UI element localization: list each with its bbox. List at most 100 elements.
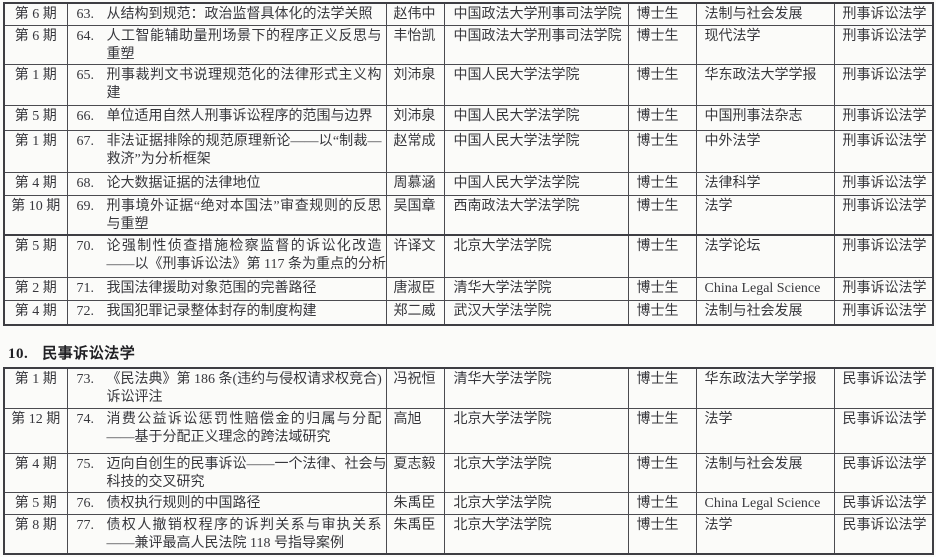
institution-cell: 清华大学法学院 — [443, 277, 629, 301]
journal-cell: 法学 — [695, 194, 835, 235]
issue-cell: 第 4 期 — [3, 300, 68, 325]
article-title: 论强制性侦查措施检察监督的诉讼化改造 ——以《刑事诉讼法》第 117 条为重点的分… — [106, 238, 386, 272]
journal-cell: 华东政法大学学报 — [695, 63, 835, 106]
institution-cell: 中国人民大学法学院 — [443, 63, 629, 106]
section-title: 民事诉讼法学 — [42, 346, 136, 362]
degree-cell: 博士生 — [627, 407, 697, 454]
field-cell: 刑事诉讼法学 — [833, 194, 934, 235]
author-cell: 刘沛泉 — [385, 63, 445, 106]
article-row: 第 6 期 63. 从结构到规范：政治监督具体化的法学关照 赵伟中 中国政法大学刑事司法… — [3, 2, 934, 26]
journal-cell: 中国刑事法杂志 — [695, 104, 835, 131]
issue-cell: 第 1 期 — [3, 129, 68, 173]
issue-cell: 第 4 期 — [3, 171, 68, 196]
article-row: 第 8 期 77. 债权人撤销权程序的诉判关系与审执关系 ——兼评最高人民法院 118… — [3, 513, 934, 555]
article-row: 第 4 期 72. 我国犯罪记录整体封存的制度构建 郑二威 武汉大学法学院 博士生 法制与社… — [3, 300, 934, 325]
degree-cell: 博士生 — [627, 233, 697, 278]
entry-cell: 71. 我国法律援助对象范围的完善路径 — [66, 277, 387, 301]
article-title: 消费公益诉讼惩罚性赔偿金的归属与分配 ——基于分配正义理念的跨法域研究 — [106, 411, 382, 445]
journal-cell: 法学 — [695, 513, 835, 555]
article-title: 债权人撤销权程序的诉判关系与审执关系 ——兼评最高人民法院 118 号指导案例 — [106, 517, 382, 551]
institution-cell: 武汉大学法学院 — [443, 300, 629, 325]
issue-cell: 第 1 期 — [3, 367, 68, 409]
institution-cell: 北京大学法学院 — [443, 407, 629, 454]
article-row: 第 10 期 69. 刑事境外证据“绝对本国法”审查规则的反思 与重塑 吴国章 西南政法大… — [3, 194, 934, 235]
field-cell: 刑事诉讼法学 — [833, 171, 934, 196]
article-number: 70. — [76, 238, 95, 254]
journal-cell: 法律科学 — [695, 171, 835, 196]
article-row: 第 1 期 73. 《民法典》第 186 条(违约与侵权请求权竞合) 诉讼评注 冯祝恒清… — [3, 367, 934, 409]
author-cell: 唐淑臣 — [385, 277, 445, 301]
article-title: 迈向自创生的民事诉讼——一个法律、社会与 科技的交叉研究 — [106, 456, 386, 490]
entry-cell: 68. 论大数据证据的法律地位 — [66, 171, 387, 196]
institution-cell: 清华大学法学院 — [443, 367, 629, 409]
article-number: 71. — [76, 281, 95, 296]
entry-cell: 74. 消费公益诉讼惩罚性赔偿金的归属与分配 ——基于分配正义理念的跨法域研究 — [66, 407, 387, 454]
field-cell: 刑事诉讼法学 — [833, 129, 934, 173]
article-number: 75. — [76, 456, 95, 472]
institution-cell: 中国人民大学法学院 — [443, 129, 629, 173]
article-row: 第 6 期 64. 人工智能辅助量刑场景下的程序正义反思与 重塑 丰怡凯 中国政法大学刑事… — [3, 24, 934, 65]
issue-cell: 第 6 期 — [3, 2, 68, 26]
field-cell: 刑事诉讼法学 — [833, 63, 934, 106]
institution-cell: 西南政法大学法学院 — [443, 194, 629, 235]
civil-table-body: 第 1 期 73. 《民法典》第 186 条(违约与侵权请求权竞合) 诉讼评注 冯祝恒清… — [3, 367, 934, 555]
degree-cell: 博士生 — [627, 513, 697, 555]
entry-cell: 64. 人工智能辅助量刑场景下的程序正义反思与 重塑 — [66, 24, 387, 65]
author-cell: 赵伟中 — [385, 2, 445, 26]
issue-cell: 第 4 期 — [3, 452, 68, 493]
entry-cell: 66. 单位适用自然人刑事诉讼程序的范围与边界 — [66, 104, 387, 131]
article-title: 从结构到规范：政治监督具体化的法学关照 — [106, 7, 373, 22]
journal-cell: 中外法学 — [695, 129, 835, 173]
journal-cell: China Legal Science — [695, 491, 835, 515]
degree-cell: 博士生 — [627, 2, 697, 26]
article-number: 67. — [76, 133, 95, 149]
article-title: 单位适用自然人刑事诉讼程序的范围与边界 — [106, 108, 373, 124]
journal-cell: 华东政法大学学报 — [695, 367, 835, 409]
article-number: 72. — [76, 304, 95, 319]
field-cell: 刑事诉讼法学 — [833, 104, 934, 131]
entry-cell: 70. 论强制性侦查措施检察监督的诉讼化改造 ——以《刑事诉讼法》第 117 条为重… — [66, 233, 387, 278]
author-cell: 夏志毅 — [385, 452, 445, 493]
article-title: 论大数据证据的法律地位 — [106, 175, 261, 191]
journal-cell: 法学 — [695, 407, 835, 454]
issue-cell: 第 1 期 — [3, 63, 68, 106]
entry-cell: 72. 我国犯罪记录整体封存的制度构建 — [66, 300, 387, 325]
article-number: 64. — [76, 28, 95, 44]
entry-cell: 76. 债权执行规则的中国路径 — [66, 491, 387, 515]
degree-cell: 博士生 — [627, 277, 697, 301]
entry-cell: 67. 非法证据排除的规范原理新论——以“制裁— 救济”为分析框架 — [66, 129, 387, 173]
institution-cell: 北京大学法学院 — [443, 452, 629, 493]
institution-cell: 中国政法大学刑事司法学院 — [443, 2, 629, 26]
article-row: 第 4 期 75. 迈向自创生的民事诉讼——一个法律、社会与 科技的交叉研究 夏志毅 北京… — [3, 452, 934, 493]
degree-cell: 博士生 — [627, 300, 697, 325]
author-cell: 冯祝恒 — [385, 367, 445, 409]
author-cell: 刘沛泉 — [385, 104, 445, 131]
article-title: 人工智能辅助量刑场景下的程序正义反思与 重塑 — [106, 28, 382, 62]
article-row: 第 5 期 76. 债权执行规则的中国路径 朱禹臣 北京大学法学院 博士生 China Le… — [3, 491, 934, 515]
issue-cell: 第 5 期 — [3, 104, 68, 131]
article-number: 74. — [76, 411, 95, 427]
author-cell: 丰怡凯 — [385, 24, 445, 65]
article-row: 第 4 期 68. 论大数据证据的法律地位 周慕涵 中国人民大学法学院 博士生 法律科学 刑事… — [3, 171, 934, 196]
institution-cell: 中国人民大学法学院 — [443, 104, 629, 131]
institution-cell: 北京大学法学院 — [443, 233, 629, 278]
section-heading: 10. 民事诉讼法学 — [8, 342, 135, 363]
article-row: 第 5 期 66. 单位适用自然人刑事诉讼程序的范围与边界 刘沛泉 中国人民大学法学院博… — [3, 104, 934, 131]
article-title: 我国犯罪记录整体封存的制度构建 — [106, 304, 317, 319]
degree-cell: 博士生 — [627, 24, 697, 65]
field-cell: 刑事诉讼法学 — [833, 2, 934, 26]
article-number: 68. — [76, 175, 95, 191]
journal-cell: 法学论坛 — [695, 233, 835, 278]
article-number: 66. — [76, 108, 95, 124]
article-row: 第 12 期 74. 消费公益诉讼惩罚性赔偿金的归属与分配 ——基于分配正义理念的跨法… — [3, 407, 934, 454]
institution-cell: 北京大学法学院 — [443, 513, 629, 555]
journal-cell: 法制与社会发展 — [695, 452, 835, 493]
author-cell: 吴国章 — [385, 194, 445, 235]
journal-cell: China Legal Science — [695, 277, 835, 301]
field-cell: 民事诉讼法学 — [833, 513, 934, 555]
entry-cell: 65. 刑事裁判文书说理规范化的法律形式主义构建 — [66, 63, 387, 106]
issue-cell: 第 6 期 — [3, 24, 68, 65]
institution-cell: 中国人民大学法学院 — [443, 171, 629, 196]
issue-cell: 第 8 期 — [3, 513, 68, 555]
issue-cell: 第 5 期 — [3, 491, 68, 515]
